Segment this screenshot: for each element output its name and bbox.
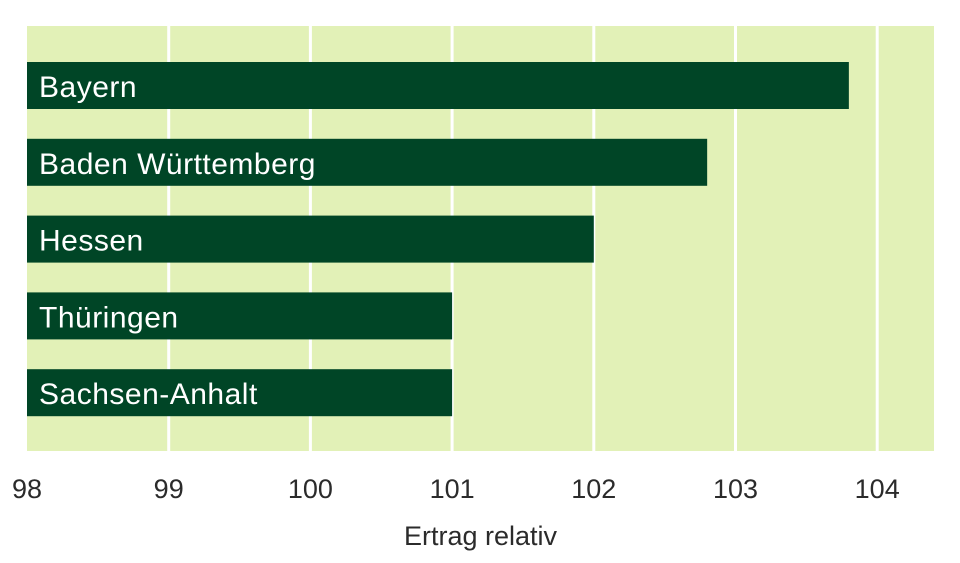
x-axis-title: Ertrag relativ [404, 521, 558, 551]
bars: Bayern Baden Württemberg Hessen Thüringen Sa… [27, 62, 849, 417]
x-tick-label: 99 [154, 474, 184, 504]
bar [27, 138, 708, 186]
x-tick-label: 101 [430, 474, 475, 504]
bar-label: Thüringen [39, 301, 179, 334]
bar-label: Baden Württemberg [39, 148, 316, 181]
bar-label: Bayern [39, 71, 137, 104]
bar-label: Hessen [39, 225, 144, 258]
bar [27, 215, 594, 263]
x-tick-label: 102 [571, 474, 616, 504]
x-tick-label: 103 [713, 474, 758, 504]
bar [27, 369, 453, 417]
bar [27, 292, 453, 340]
bar [27, 62, 849, 109]
x-tick-label: 100 [288, 474, 333, 504]
x-tick-label: 98 [12, 474, 42, 504]
x-axis-ticks: 98 99 100 101 102 103 104 [12, 474, 900, 504]
x-tick-label: 104 [855, 474, 900, 504]
bar-label: Sachsen-Anhalt [39, 378, 258, 411]
